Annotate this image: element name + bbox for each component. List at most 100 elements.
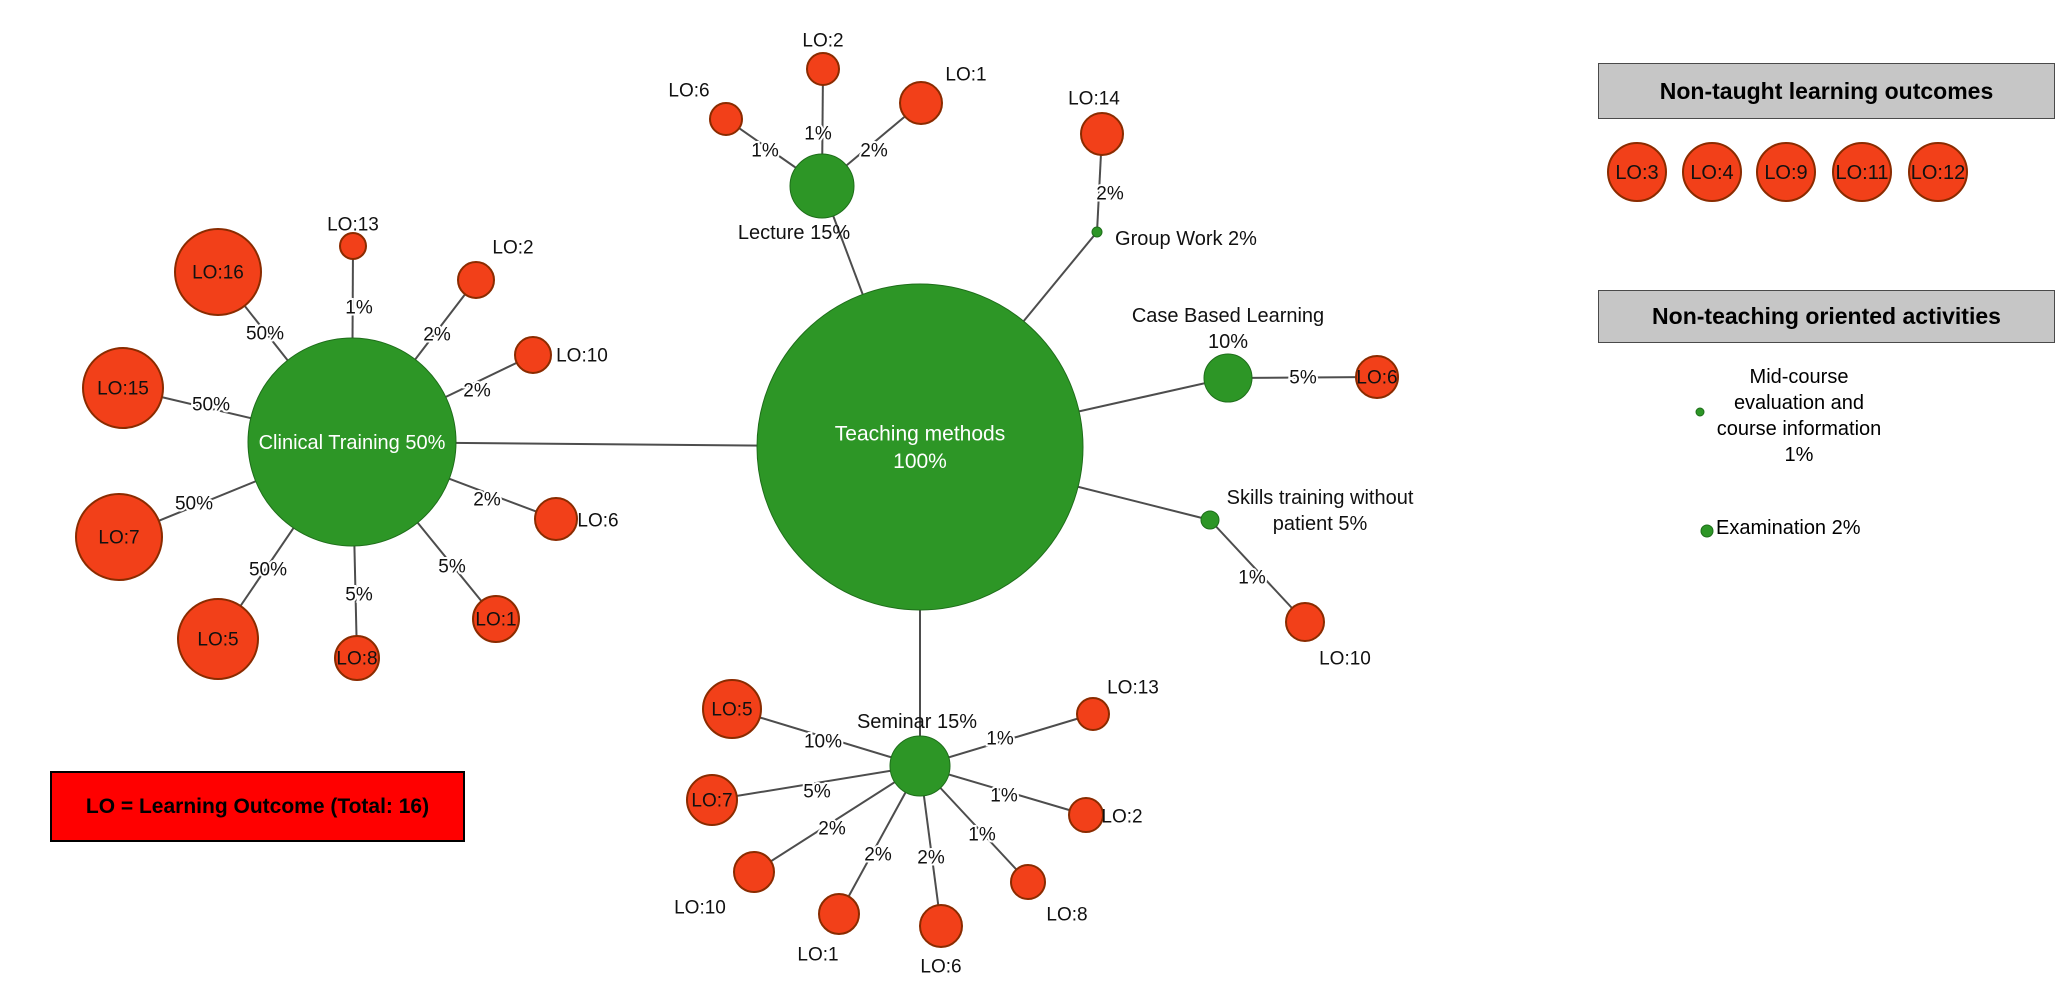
node-cbl — [1203, 353, 1253, 403]
edge-label-clinical-c-lo8: 5% — [345, 585, 373, 606]
node-leg-lo3 — [1607, 142, 1667, 202]
node-se-lo1 — [818, 893, 860, 935]
mid-course-line-3: course information — [1716, 418, 1882, 440]
label-se-lo5: LO:5 — [711, 700, 752, 721]
mid-course-line-4: 1% — [1784, 444, 1814, 466]
edge-seminar-se-lo10 — [753, 765, 921, 873]
node-c-lo2 — [457, 261, 495, 299]
edge-label-seminar-se-lo1: 2% — [864, 845, 892, 866]
node-c-lo1 — [472, 595, 520, 643]
label-cb-lo6: LO:6 — [1356, 368, 1397, 389]
node-leg-lo4 — [1682, 142, 1742, 202]
edge-label-lecture-l-lo1: 2% — [860, 141, 888, 162]
label-c-lo8: LO:8 — [336, 649, 377, 670]
node-leg-lo9 — [1756, 142, 1816, 202]
node-se-lo6 — [919, 904, 963, 948]
label-cbl: Case Based Learning 10% — [1132, 305, 1324, 353]
node-c-lo7 — [75, 493, 163, 581]
label-c-lo13: LO:13 — [327, 215, 379, 236]
node-c-lo6 — [534, 497, 578, 541]
edge-skills-s-lo10 — [1209, 519, 1306, 623]
label-skills: Skills training without patient 5% — [1227, 487, 1414, 535]
edge-label-seminar-se-lo2: 1% — [990, 786, 1018, 807]
label-leg-lo3: LO:3 — [1615, 162, 1658, 184]
node-skills — [1200, 510, 1220, 530]
node-se-lo10 — [733, 851, 775, 893]
edge-label-clinical-c-lo2: 2% — [423, 325, 451, 346]
label-seminar: Seminar 15% — [857, 711, 977, 733]
edge-label-clinical-c-lo16: 50% — [246, 324, 284, 345]
mid-course-line-2: evaluation and — [1733, 392, 1865, 414]
edge-label-clinical-c-lo10: 2% — [463, 381, 491, 402]
label-c-lo16: LO:16 — [192, 263, 244, 284]
label-se-lo7: LO:7 — [691, 791, 732, 812]
node-clinical — [247, 337, 457, 547]
edge-cbl-cb-lo6 — [1227, 376, 1378, 379]
node-leg-mid-dot — [1695, 407, 1705, 417]
node-groupwork — [1091, 226, 1103, 238]
label-l-lo6: LO:6 — [668, 81, 709, 102]
legend-mid-course-label: Mid-course evaluation and course informa… — [1659, 364, 1939, 468]
label-l-lo1: LO:1 — [945, 65, 986, 86]
edge-label-seminar-se-lo8: 1% — [968, 825, 996, 846]
node-cb-lo6 — [1355, 355, 1399, 399]
edge-seminar-se-lo7 — [711, 765, 921, 801]
edge-label-cbl-cb-lo6: 5% — [1289, 368, 1317, 389]
label-s-lo10: LO:10 — [1319, 649, 1371, 670]
node-se-lo8 — [1010, 864, 1046, 900]
edge-label-seminar-se-lo10: 2% — [818, 819, 846, 840]
label-teaching: Teaching methods 100% — [835, 423, 1005, 473]
label-leg-lo9: LO:9 — [1764, 162, 1807, 184]
node-teaching — [756, 283, 1084, 611]
node-lecture — [789, 153, 855, 219]
node-c-lo5 — [177, 598, 259, 680]
node-leg-lo11 — [1832, 142, 1892, 202]
edge-label-groupwork-g-lo14: 2% — [1096, 184, 1124, 205]
label-g-lo14: LO:14 — [1068, 89, 1120, 110]
label-se-lo13: LO:13 — [1107, 678, 1159, 699]
edge-label-clinical-c-lo7: 50% — [175, 494, 213, 515]
label-leg-lo11: LO:11 — [1836, 162, 1889, 184]
edge-label-skills-s-lo10: 1% — [1238, 568, 1266, 589]
node-c-lo15 — [82, 347, 164, 429]
node-leg-exam-dot — [1700, 524, 1714, 538]
node-l-lo1 — [899, 81, 943, 125]
edge-label-seminar-se-lo5: 10% — [804, 732, 842, 753]
lo-total-box: LO = Learning Outcome (Total: 16) — [50, 771, 465, 842]
legend-examination-label: Examination 2% — [1716, 517, 1861, 539]
label-se-lo1: LO:1 — [797, 945, 838, 966]
edge-label-seminar-se-lo6: 2% — [917, 848, 945, 869]
label-leg-lo12: LO:12 — [1911, 162, 1965, 184]
node-c-lo10 — [514, 336, 552, 374]
legend-header-non-taught: Non-taught learning outcomes — [1598, 63, 2055, 119]
label-c-lo2: LO:2 — [492, 238, 533, 259]
label-c-lo15: LO:15 — [97, 379, 149, 400]
label-leg-lo4: LO:4 — [1690, 162, 1733, 184]
label-c-lo1: LO:1 — [475, 610, 516, 631]
node-s-lo10 — [1285, 602, 1325, 642]
edge-label-clinical-c-lo13: 1% — [345, 298, 373, 319]
node-se-lo2 — [1068, 797, 1104, 833]
edge-label-lecture-l-lo6: 1% — [751, 141, 779, 162]
label-c-lo10: LO:10 — [556, 346, 608, 367]
node-se-lo5 — [702, 679, 762, 739]
label-l-lo2: LO:2 — [802, 31, 843, 52]
label-se-lo8: LO:8 — [1046, 905, 1087, 926]
edge-label-clinical-c-lo15: 50% — [192, 395, 230, 416]
node-se-lo13 — [1076, 697, 1110, 731]
label-se-lo10: LO:10 — [674, 898, 726, 919]
node-seminar — [889, 735, 951, 797]
node-g-lo14 — [1080, 112, 1124, 156]
mid-course-line-1: Mid-course — [1749, 366, 1849, 388]
label-c-lo6: LO:6 — [577, 511, 618, 532]
edge-seminar-se-lo5 — [731, 708, 921, 767]
label-lecture: Lecture 15% — [738, 222, 851, 244]
edge-label-clinical-c-lo1: 5% — [438, 557, 466, 578]
node-c-lo8 — [334, 635, 380, 681]
label-se-lo2: LO:2 — [1101, 807, 1142, 828]
label-c-lo7: LO:7 — [98, 528, 139, 549]
edge-label-seminar-se-lo13: 1% — [986, 729, 1014, 750]
edge-label-clinical-c-lo6: 2% — [473, 490, 501, 511]
